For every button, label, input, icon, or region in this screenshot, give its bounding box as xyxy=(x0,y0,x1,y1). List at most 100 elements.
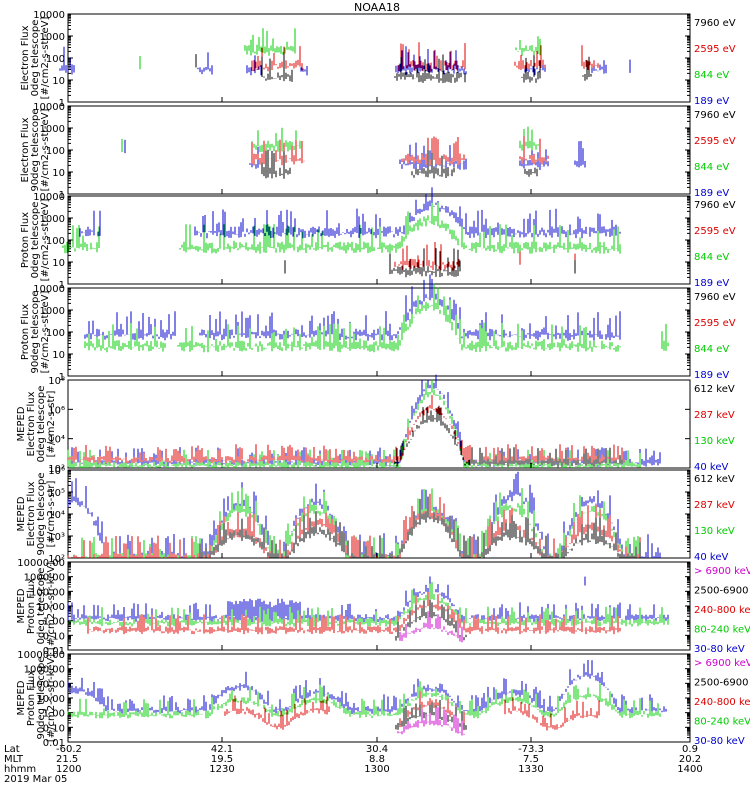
y-axis-label-line: 90deg telescope xyxy=(30,290,41,373)
y-axis-label-line: 90deg telescope xyxy=(30,108,41,191)
y-tick-label: 10⁴ xyxy=(48,435,65,446)
legend-entry: 2595 eV xyxy=(694,226,736,237)
panel-frame xyxy=(67,105,691,195)
series-0000cc xyxy=(79,187,621,239)
series-trace xyxy=(300,66,308,76)
series-dd0000 xyxy=(67,493,641,558)
series-trace xyxy=(194,208,372,239)
y-tick-label: 1000.00 xyxy=(24,665,65,676)
series-00cc00 xyxy=(84,283,669,353)
legend-entry: 612 keV xyxy=(694,474,735,485)
series-trace xyxy=(394,405,470,467)
series-trace xyxy=(524,63,546,76)
y-axis-label: MEPEDElectron Flux90deg telescope[#/cm2-… xyxy=(16,472,57,555)
x-tick-value: 1330 xyxy=(518,764,543,775)
y-axis-label-line: MEPED xyxy=(16,496,27,531)
legend-entry: 80-240 keV xyxy=(694,717,750,728)
y-tick-label: 10000.00 xyxy=(17,558,65,569)
legend-entry: 189 eV xyxy=(694,278,729,289)
series-trace xyxy=(261,54,293,82)
series-0000cc xyxy=(67,471,661,558)
x-tick-value: 1400 xyxy=(677,764,702,775)
y-tick-label: 100.00 xyxy=(30,679,65,690)
series-00cc00 xyxy=(67,681,661,719)
legend-entry: 844 eV xyxy=(694,344,729,355)
y-axis-label-line: Proton Flux xyxy=(26,670,37,726)
y-axis-label-line: 90deg telescope xyxy=(36,472,47,555)
series-dd0000 xyxy=(251,136,549,166)
series-trace xyxy=(394,242,460,271)
series-trace xyxy=(224,695,330,730)
x-tick-value: 20.2 xyxy=(679,754,701,765)
series-trace xyxy=(197,52,213,75)
legend-entry: 844 eV xyxy=(694,162,729,173)
y-tick-label: 0.10 xyxy=(43,723,65,734)
x-tick-value: 0.9 xyxy=(682,744,698,755)
series-trace xyxy=(261,149,291,179)
series-0000cc xyxy=(124,139,586,171)
legend-entry: 40 keV xyxy=(694,462,728,473)
series-trace xyxy=(519,144,549,170)
x-tick-value: 1230 xyxy=(209,764,234,775)
y-axis-label-line: Electron Flux xyxy=(20,117,31,182)
series-dd0000 xyxy=(224,691,600,731)
x-tick-value: 7.5 xyxy=(523,754,539,765)
panel-frame xyxy=(67,653,691,743)
x-row-label: MLT xyxy=(4,754,24,765)
y-tick-label: 100 xyxy=(46,146,65,157)
series-trace xyxy=(582,56,592,81)
legend-entry: 130 keV xyxy=(694,436,735,447)
y-tick-label: 100 xyxy=(46,328,65,339)
y-tick-label: 1000.00 xyxy=(24,573,65,584)
y-tick-label: 10.00 xyxy=(36,694,65,705)
series-0000cc xyxy=(67,576,669,623)
series-trace xyxy=(519,126,541,151)
y-tick-label: 10 xyxy=(52,350,65,361)
y-tick-label: 100.00 xyxy=(30,587,65,598)
y-axis-label-line: [#/cm2-s-str-eV] xyxy=(40,109,51,192)
legend-entry: 7960 eV xyxy=(694,110,736,121)
series-trace xyxy=(59,46,75,75)
x-row-label: Lat xyxy=(4,744,20,755)
series-trace xyxy=(504,697,600,731)
y-tick-label: 10000.00 xyxy=(17,650,65,661)
y-axis-label-line: [#/cm2-s-str-eV] xyxy=(40,199,51,282)
series-00cc00 xyxy=(121,126,541,153)
x-tick-value: 1300 xyxy=(364,764,389,775)
series-trace xyxy=(401,136,465,166)
y-tick-label: 10⁶ xyxy=(48,466,65,477)
legend-entry: 287 keV xyxy=(694,500,735,511)
legend-entry: 7960 eV xyxy=(694,200,736,211)
legend-entry: 2595 eV xyxy=(694,318,736,329)
panel-frame xyxy=(67,13,691,103)
panel-frame xyxy=(67,561,691,651)
series-000000 xyxy=(284,248,576,278)
series-trace xyxy=(67,374,661,467)
series-cc00cc xyxy=(397,707,465,736)
series-trace xyxy=(84,311,176,341)
y-axis-label: MEPEDElectron Flux0deg telescope[#/cm2-s… xyxy=(16,386,57,463)
x-tick-value: 1200 xyxy=(56,764,81,775)
x-tick-value: -73.3 xyxy=(518,744,544,755)
y-axis-label-line: 0deg telescope xyxy=(30,202,41,279)
series-trace xyxy=(67,493,641,558)
legend-entry: 2595 eV xyxy=(694,136,736,147)
series-trace xyxy=(67,582,669,627)
y-axis-label: Electron Flux0deg telescope[#/cm2-s-str-… xyxy=(20,17,51,100)
legend-entry: 2500-6900 keV xyxy=(694,586,750,597)
series-trace xyxy=(515,36,541,56)
series-trace xyxy=(524,167,538,177)
series-trace xyxy=(199,496,641,558)
series-000000 xyxy=(195,54,592,83)
y-tick-label: 1000 xyxy=(40,32,65,43)
legend-entry: 30-80 keV xyxy=(694,736,745,747)
series-trace xyxy=(581,45,599,70)
legend-entry: 287 keV xyxy=(694,410,735,421)
y-tick-label: 10000 xyxy=(33,284,65,295)
y-axis-label: Proton Flux0deg telescope[#/cm2-s-str-eV… xyxy=(20,199,51,282)
y-axis-label-line: Proton Flux xyxy=(26,578,37,634)
